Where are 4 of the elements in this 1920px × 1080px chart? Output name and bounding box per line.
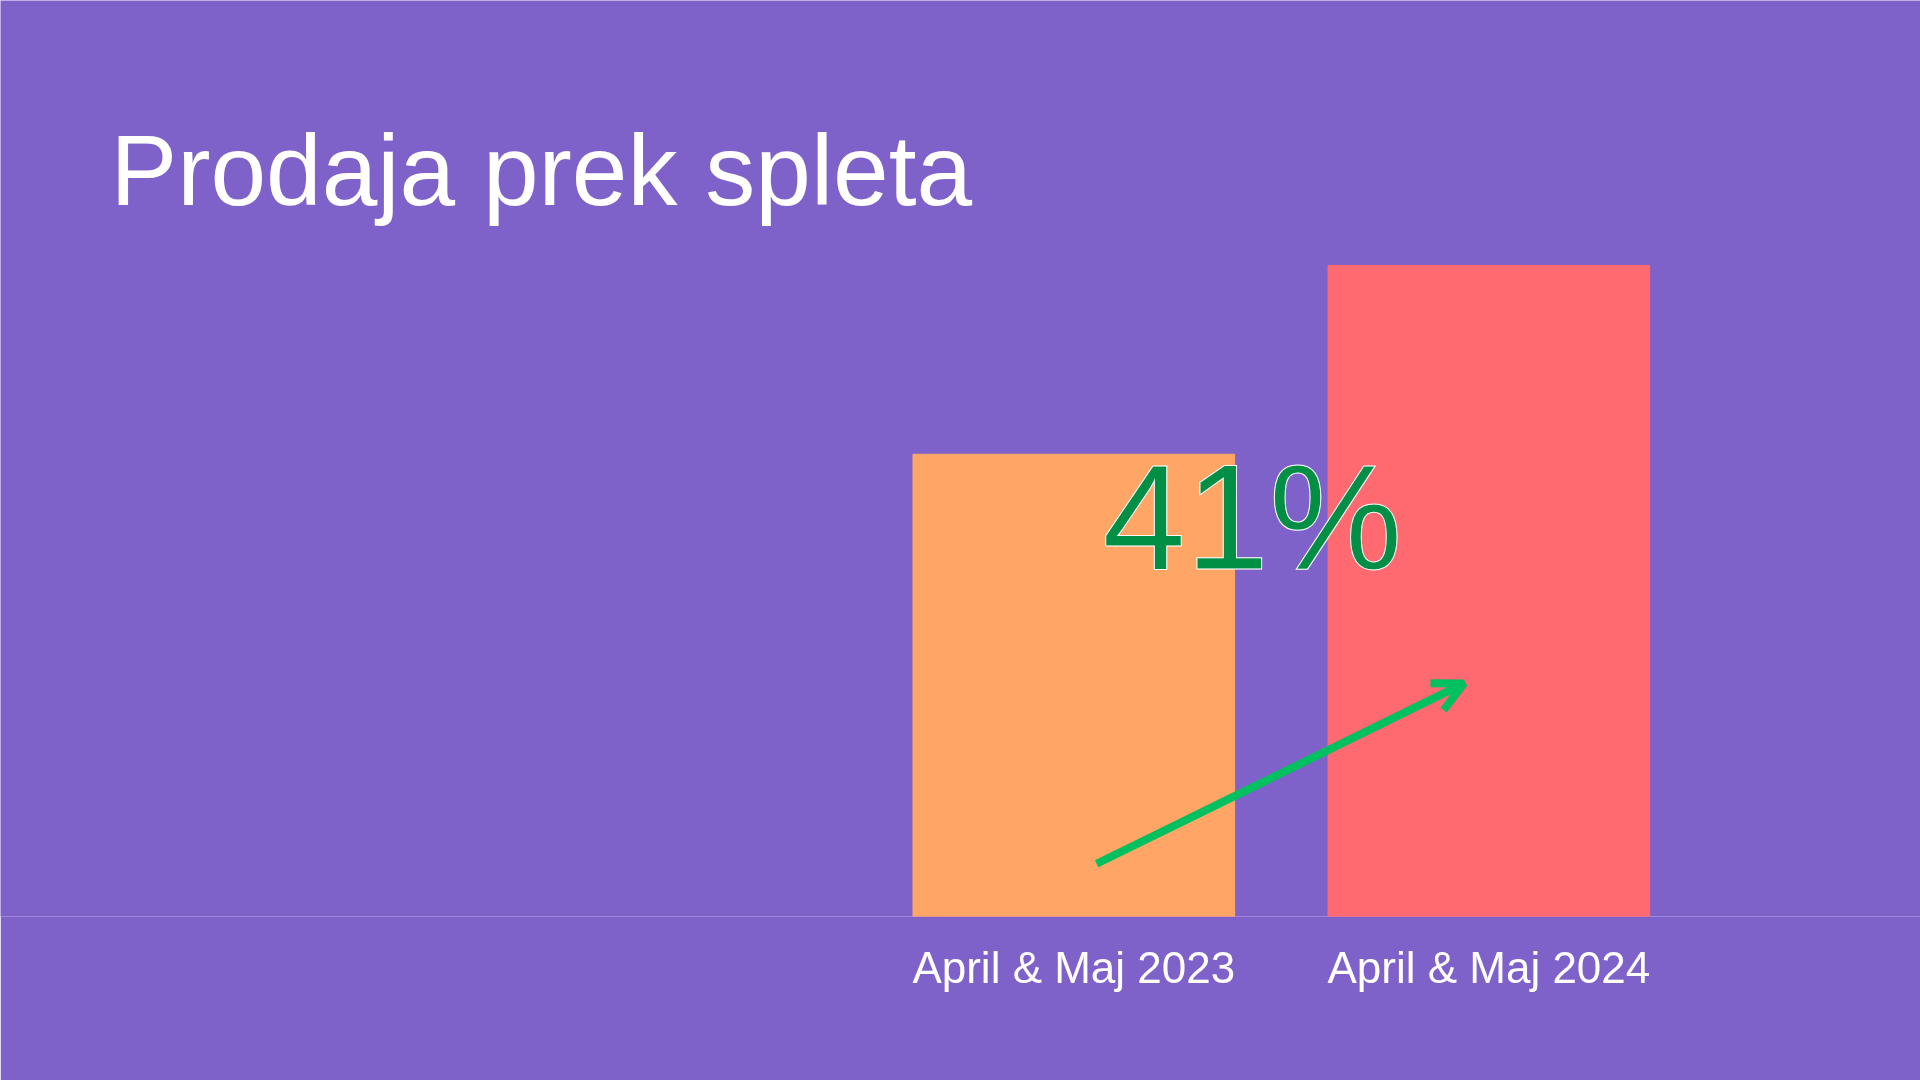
annotation: 41% (1102, 432, 1403, 601)
x-tick-label: April & Maj 2023 (912, 942, 1236, 992)
x-tick-label: April & Maj 2024 (1327, 942, 1651, 992)
chart-title: Prodaja prek spleta (110, 113, 973, 226)
